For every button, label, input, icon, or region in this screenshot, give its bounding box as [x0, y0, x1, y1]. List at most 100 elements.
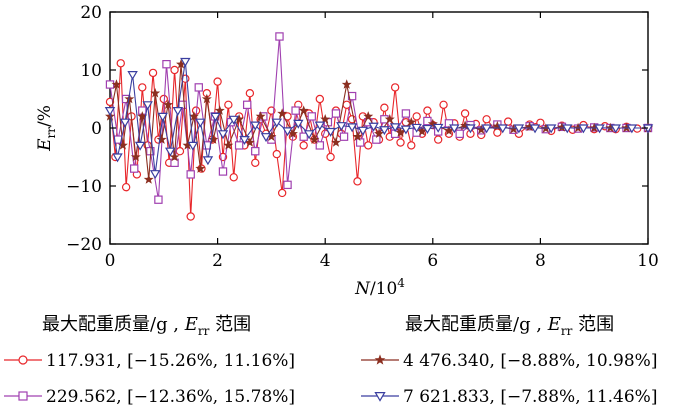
data-point — [195, 163, 206, 173]
legend-header-right: 最大配重质量/g , Err 范围 — [405, 314, 614, 338]
data-point — [433, 135, 443, 144]
data-point — [299, 132, 308, 141]
data-point — [18, 391, 28, 401]
data-point — [277, 188, 287, 198]
data-point — [156, 134, 167, 144]
data-point — [217, 130, 229, 140]
data-point — [372, 135, 381, 144]
data-point — [282, 127, 293, 137]
legend: 117.931, [−15.26%, 11.16%] 4 476.340, [−8… — [4, 351, 657, 407]
data-point — [307, 112, 316, 121]
data-point — [242, 100, 252, 109]
legend-label: 229.562, [−12.36%, 15.78%] — [46, 387, 295, 407]
data-point — [449, 124, 460, 134]
data-point — [291, 106, 300, 115]
data-point — [380, 103, 389, 112]
data-point — [104, 106, 116, 116]
data-point — [169, 151, 180, 162]
data-point — [188, 111, 199, 121]
data-point — [275, 32, 284, 41]
data-point — [610, 124, 621, 134]
data-point — [432, 123, 444, 133]
data-point — [364, 141, 373, 150]
data-point — [271, 118, 283, 128]
data-point — [228, 115, 239, 125]
y-tick-label: −10 — [66, 177, 102, 197]
data-point — [395, 127, 406, 137]
series-layer — [104, 32, 654, 221]
data-point — [299, 141, 308, 150]
data-point — [481, 124, 492, 134]
data-point — [407, 141, 416, 150]
series-line — [109, 61, 648, 174]
data-point — [162, 59, 171, 69]
data-point — [347, 91, 357, 101]
data-point — [250, 121, 261, 131]
data-point — [363, 111, 374, 121]
data-point — [116, 59, 125, 68]
data-point — [148, 68, 158, 78]
data-point — [213, 77, 222, 86]
y-tick-label: −20 — [66, 235, 102, 255]
data-point — [260, 133, 272, 143]
data-point — [325, 127, 336, 137]
data-point — [251, 147, 260, 156]
data-point — [239, 136, 250, 145]
data-point — [303, 130, 315, 140]
data-point — [127, 71, 138, 81]
data-point — [423, 106, 432, 115]
data-point — [112, 153, 123, 163]
data-point — [455, 129, 464, 138]
data-point — [18, 355, 28, 365]
data-point — [336, 122, 347, 132]
y-tick-label: 0 — [91, 119, 102, 139]
data-point — [272, 149, 281, 159]
data-point — [330, 137, 341, 147]
data-point — [497, 124, 508, 134]
data-point — [165, 147, 176, 157]
data-point — [439, 100, 448, 110]
data-point — [342, 100, 351, 110]
data-point — [374, 392, 386, 402]
data-point — [195, 118, 206, 128]
data-point — [357, 126, 369, 136]
x-tick-label: 8 — [535, 251, 546, 271]
data-point — [229, 173, 238, 182]
legend-label: 117.931, [−15.26%, 11.16%] — [46, 351, 295, 371]
ticks-layer: 0 2 4 6 8 10 −20 −10 0 10 20 — [66, 3, 659, 271]
data-point — [594, 124, 605, 134]
data-point — [201, 93, 212, 104]
data-point — [346, 123, 358, 133]
data-point — [396, 138, 405, 147]
data-point — [277, 108, 288, 118]
data-point — [315, 94, 325, 104]
legend-item-1: 117.931, [−15.26%, 11.16%] — [4, 351, 295, 371]
legend-item-3: 4 476.340, [−8.88%, 10.98%] — [361, 351, 657, 371]
data-point — [309, 134, 320, 144]
data-point — [251, 158, 260, 167]
data-point — [245, 88, 255, 98]
data-point — [194, 83, 203, 92]
data-point — [130, 164, 139, 173]
data-point — [326, 152, 335, 162]
data-point — [389, 123, 401, 133]
data-point — [374, 128, 384, 139]
data-point — [352, 131, 363, 141]
data-point — [111, 79, 122, 89]
data-point — [283, 180, 292, 190]
data-point — [390, 83, 400, 92]
data-point — [134, 141, 146, 151]
data-point — [368, 122, 379, 132]
data-point — [384, 114, 395, 124]
data-point — [578, 124, 589, 134]
data-point — [529, 124, 541, 134]
data-point — [186, 212, 195, 221]
data-point — [214, 105, 225, 115]
data-point — [422, 124, 433, 134]
data-point — [210, 112, 221, 122]
data-point — [163, 99, 174, 110]
data-point — [379, 126, 390, 136]
data-point — [314, 121, 326, 131]
data-point — [355, 138, 365, 147]
